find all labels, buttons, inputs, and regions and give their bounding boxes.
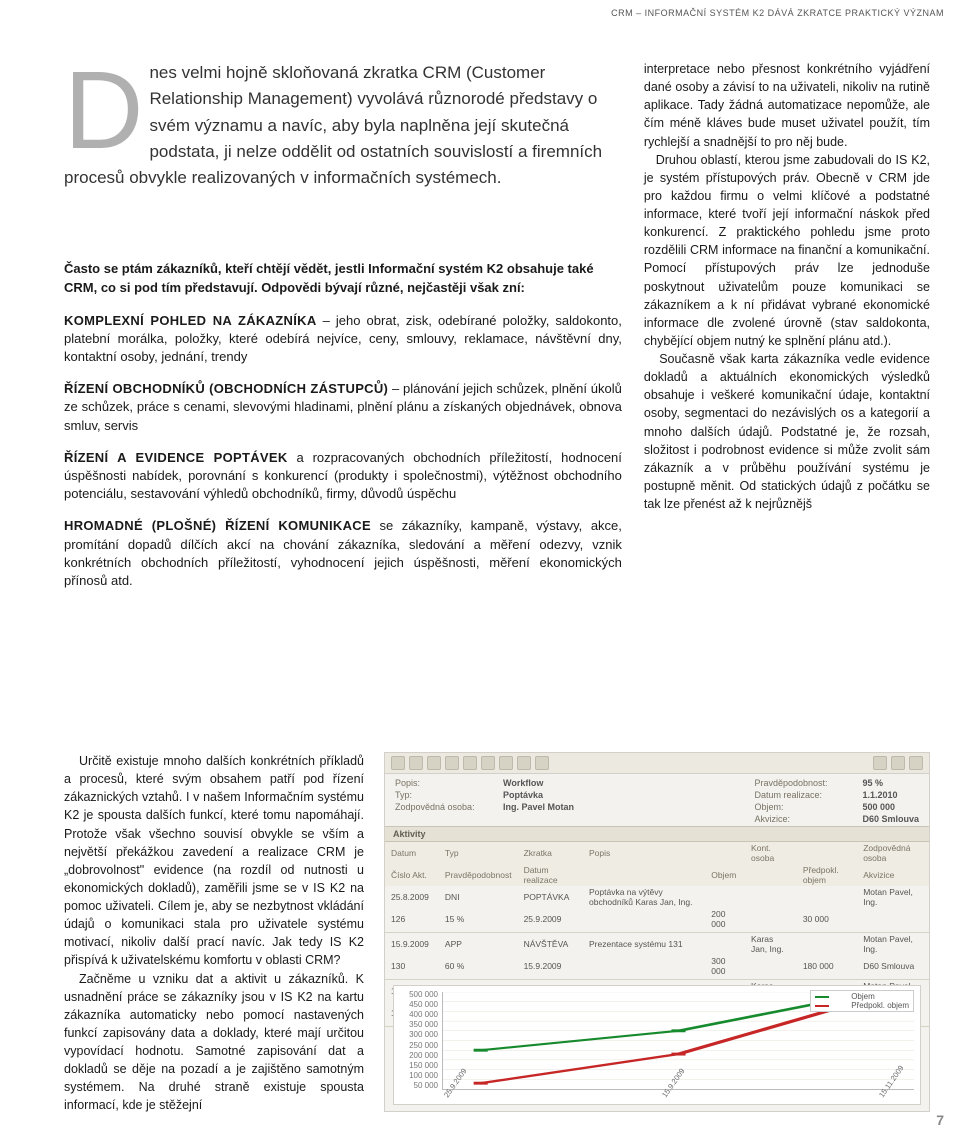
y-tick-label: 400 000 <box>396 1010 438 1019</box>
chart-x-labels: 25.9.200915.9.200915.11.2009 <box>442 1094 914 1103</box>
screenshot-toolbar <box>385 753 929 774</box>
toolbar-icon[interactable] <box>409 756 423 770</box>
chart-y-labels: 500 000450 000400 000350 000300 000 250 0… <box>396 990 438 1090</box>
paragraph: Určitě existuje mnoho dalších konkrétníc… <box>64 752 364 970</box>
toolbar-icon[interactable] <box>463 756 477 770</box>
table-header: Objem <box>705 864 745 886</box>
meta-row: Objem: 500 000 <box>754 802 919 812</box>
bullet-item: ŘÍZENÍ A EVIDENCE POPTÁVEK a rozpracovan… <box>64 449 622 504</box>
lower-text-column: Určitě existuje mnoho dalších konkrétníc… <box>64 752 364 1115</box>
table-header: Typ <box>439 842 518 864</box>
table-header: Kont. osoba <box>745 842 797 864</box>
y-tick-label: 500 000 <box>396 990 438 999</box>
toolbar-icon[interactable] <box>391 756 405 770</box>
bullet-lead: HROMADNÉ (PLOŠNÉ) ŘÍZENÍ KOMUNIKACE <box>64 518 371 533</box>
meta-row: Pravděpodobnost: 95 % <box>754 778 919 788</box>
bullet-item: ŘÍZENÍ OBCHODNÍKŮ (OBCHODNÍCH ZÁSTUPCŮ) … <box>64 380 622 435</box>
aktivity-header: Aktivity <box>385 826 929 842</box>
bullet-item: HROMADNÉ (PLOŠNÉ) ŘÍZENÍ KOMUNIKACE se z… <box>64 517 622 590</box>
meta-value: Ing. Pavel Motan <box>503 802 574 812</box>
table-row: 25.8.2009DNIPOPTÁVKAPoptávka na výtěvy o… <box>385 886 929 908</box>
y-tick-label: 200 000 <box>396 1051 438 1060</box>
meta-label: Typ: <box>395 790 485 800</box>
meta-row: Zodpovědná osoba: Ing. Pavel Motan <box>395 802 574 812</box>
intro-block: D nes velmi hojně skloňovaná zkratka CRM… <box>64 60 622 240</box>
meta-row: Akvizice: D60 Smlouva <box>754 814 919 824</box>
y-tick-label: 100 000 <box>396 1071 438 1080</box>
toolbar-icon[interactable] <box>873 756 887 770</box>
meta-value: 500 000 <box>862 802 895 812</box>
meta-right: Pravděpodobnost: 95 % Datum realizace: 1.1.… <box>754 778 919 824</box>
meta-label: Datum realizace: <box>754 790 844 800</box>
y-tick-label: 300 000 <box>396 1030 438 1039</box>
table-header: Předpokl. objem <box>797 864 857 886</box>
right-column: interpretace nebo přesnost konkrétního v… <box>644 60 930 604</box>
table-header: Popis <box>583 842 705 864</box>
toolbar-icon[interactable] <box>427 756 441 770</box>
page-number: 7 <box>936 1112 944 1128</box>
toolbar-icon[interactable] <box>499 756 513 770</box>
table-header: Pravděpodobnost <box>439 864 518 886</box>
y-tick-label: 150 000 <box>396 1061 438 1070</box>
table-header <box>583 864 705 886</box>
bullet-lead: ŘÍZENÍ OBCHODNÍKŮ (OBCHODNÍCH ZÁSTUPCŮ) <box>64 381 388 396</box>
meta-label: Objem: <box>754 802 844 812</box>
chart: 500 000450 000400 000350 000300 000 250 0… <box>393 985 921 1105</box>
meta-label: Popis: <box>395 778 485 788</box>
paragraph: Začněme u vzniku dat a aktivit u zákazní… <box>64 970 364 1115</box>
toolbar-icon[interactable] <box>535 756 549 770</box>
table-header <box>705 842 745 864</box>
y-tick-label: 450 000 <box>396 1000 438 1009</box>
meta-row: Popis: Workflow <box>395 778 574 788</box>
meta-label: Akvizice: <box>754 814 844 824</box>
table-header: Datum <box>385 842 439 864</box>
left-column: D nes velmi hojně skloňovaná zkratka CRM… <box>64 60 622 604</box>
table-header: Zodpovědná osoba <box>857 842 929 864</box>
legend-item: Předpokl. objem <box>815 1001 909 1010</box>
table-header: Datum realizace <box>518 864 583 886</box>
meta-label: Pravděpodobnost: <box>754 778 844 788</box>
toolbar-icon[interactable] <box>481 756 495 770</box>
meta-value: 95 % <box>862 778 883 788</box>
table-header <box>797 842 857 864</box>
bullet-list: KOMPLEXNÍ POHLED NA ZÁKAZNÍKA – jeho obr… <box>64 312 622 590</box>
meta-value: D60 Smlouva <box>862 814 919 824</box>
dropcap: D <box>64 60 149 156</box>
meta-row: Typ: Poptávka <box>395 790 574 800</box>
subhead: Často se ptám zákazníků, kteří chtějí vě… <box>64 260 622 298</box>
meta-label: Zodpovědná osoba: <box>395 802 485 812</box>
table-header: Zkratka <box>518 842 583 864</box>
toolbar-icon[interactable] <box>517 756 531 770</box>
bullet-lead: ŘÍZENÍ A EVIDENCE POPTÁVEK <box>64 450 288 465</box>
bullet-lead: KOMPLEXNÍ POHLED NA ZÁKAZNÍKA <box>64 313 317 328</box>
legend-item: Objem <box>815 992 909 1001</box>
table-row: 12615 %25.9.2009200 00030 000 <box>385 908 929 930</box>
meta-value: Poptávka <box>503 790 543 800</box>
toolbar-icon[interactable] <box>909 756 923 770</box>
lower-section: Určitě existuje mnoho dalších konkrétníc… <box>64 752 930 1115</box>
meta-value: 1.1.2010 <box>862 790 897 800</box>
y-tick-label: 350 000 <box>396 1020 438 1029</box>
running-header: CRM – INFORMAČNÍ SYSTÉM K2 DÁVÁ ZKRATCE … <box>611 8 944 18</box>
y-tick-label: 50 000 <box>396 1081 438 1090</box>
main-columns: D nes velmi hojně skloňovaná zkratka CRM… <box>64 60 930 604</box>
screenshot-meta: Popis: Workflow Typ: Poptávka Zodpovědná oso… <box>385 774 929 826</box>
toolbar-icon[interactable] <box>445 756 459 770</box>
table-row: 15.9.2009APPNÁVŠTĚVAPrezentace systému 1… <box>385 933 929 956</box>
meta-value: Workflow <box>503 778 543 788</box>
table-header <box>745 864 797 886</box>
meta-left: Popis: Workflow Typ: Poptávka Zodpovědná oso… <box>395 778 574 824</box>
app-screenshot: Popis: Workflow Typ: Poptávka Zodpovědná oso… <box>384 752 930 1112</box>
meta-row: Datum realizace: 1.1.2010 <box>754 790 919 800</box>
table-header: Číslo Akt. <box>385 864 439 886</box>
bullet-item: KOMPLEXNÍ POHLED NA ZÁKAZNÍKA – jeho obr… <box>64 312 622 367</box>
chart-legend: ObjemPředpokl. objem <box>810 990 914 1012</box>
table-header: Akvizice <box>857 864 929 886</box>
table-row: 13060 %15.9.2009300 000180 000D60 Smlouv… <box>385 955 929 977</box>
y-tick-label: 250 000 <box>396 1041 438 1050</box>
toolbar-icon[interactable] <box>891 756 905 770</box>
